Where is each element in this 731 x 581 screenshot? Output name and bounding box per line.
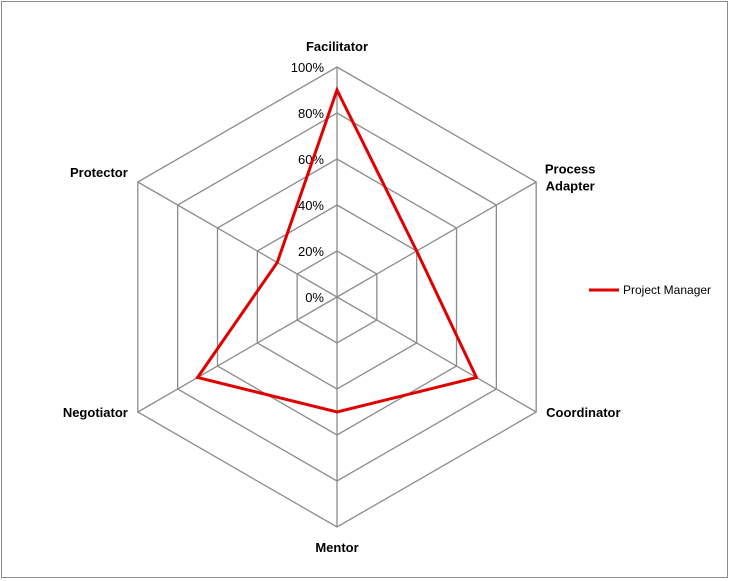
category-labels: Facilitator Process Adapter Coordinator Ment… [63,39,621,555]
spoke-line [137,181,338,298]
spoke-line [336,181,537,298]
series [195,86,479,414]
legend-label: Project Manager [623,283,711,297]
spoke-line [137,296,338,413]
tick-label: 80% [298,106,324,121]
tick-label: 0% [305,290,324,305]
series-line [195,86,479,414]
spokes [137,67,537,527]
category-label: Facilitator [306,39,368,54]
tick-label: 20% [298,244,324,259]
category-label: Process Adapter [545,162,596,194]
tick-label: 100% [291,60,325,75]
category-label: Mentor [315,540,358,555]
legend: Project Manager [589,283,711,297]
category-label: Negotiator [63,405,128,420]
tick-label: 60% [298,152,324,167]
tick-label: 40% [298,198,324,213]
category-label: Coordinator [546,405,620,420]
category-label: Protector [70,165,128,180]
tick-labels: 0% 20% 40% 60% 80% 100% [291,60,325,305]
spoke-line [336,296,537,413]
